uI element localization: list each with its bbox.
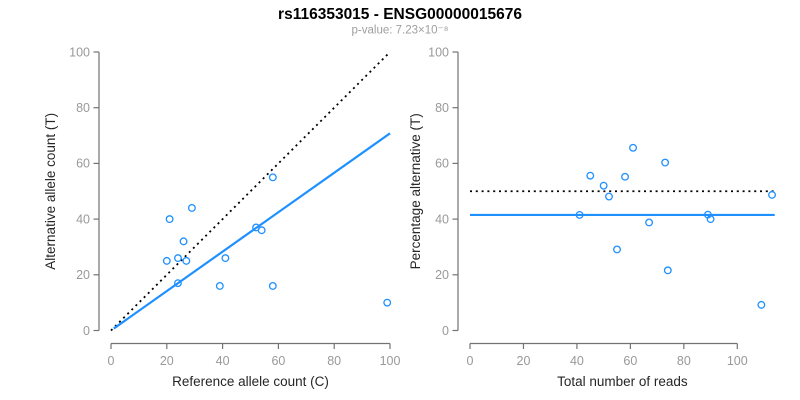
figure-subtitle: p-value: 7.23×10⁻⁸ [352, 25, 449, 37]
data-point [663, 266, 672, 275]
data-point [187, 204, 196, 212]
data-point [605, 192, 613, 201]
y-tick-label: 0 [442, 324, 449, 338]
figure-title: rs116353015 - ENSG00000015676 [278, 6, 522, 23]
data-point [621, 172, 629, 181]
y-tick-label: 20 [435, 268, 449, 282]
x-tick-label: 60 [271, 354, 285, 368]
y-tick-label: 60 [435, 157, 449, 171]
data-point [613, 245, 621, 254]
data-point [383, 298, 392, 307]
x-tick-label: 60 [623, 354, 637, 368]
data-point [757, 300, 766, 309]
data-point [174, 254, 182, 263]
data-point [706, 215, 715, 224]
x-tick-label: 80 [327, 354, 341, 368]
x-tick-label: 40 [570, 354, 584, 368]
data-point [257, 226, 266, 235]
x-axis-title: Total number of reads [557, 374, 688, 389]
data-point [575, 210, 584, 219]
data-point [182, 256, 191, 265]
fit-line [113, 132, 391, 330]
plots-group: 0 20 40 60 80 100 0 20 40 60 80 100 Reference allele… [43, 45, 776, 389]
data-point [629, 143, 638, 152]
data-point [174, 279, 182, 288]
x-tick-label: 100 [380, 354, 401, 368]
x-tick-label: 40 [216, 354, 230, 368]
y-tick-label: 100 [428, 45, 449, 59]
data-point [268, 281, 277, 290]
y-tick-label: 20 [76, 268, 90, 282]
data-point [645, 218, 654, 227]
x-tick-label: 80 [677, 354, 691, 368]
y-tick-label: 40 [76, 212, 90, 226]
x-tick-label: 100 [727, 354, 748, 368]
y-tick-label: 60 [76, 157, 90, 171]
data-point [661, 158, 670, 167]
y-tick-label: 40 [435, 212, 449, 226]
data-point [221, 254, 230, 263]
x-tick-label: 0 [108, 354, 115, 368]
x-tick-label: 0 [467, 354, 474, 368]
identity-line [110, 51, 391, 332]
x-axis-title: Reference allele count (C) [172, 374, 329, 389]
y-axis-title: Percentage alternative (T) [408, 113, 423, 269]
data-point [215, 281, 224, 290]
y-tick-label: 80 [435, 101, 449, 115]
y-axis-title: Alternative allele count (T) [43, 113, 58, 270]
allele-count-scatter: 0 20 40 60 80 100 0 20 40 60 80 100 Reference allele… [43, 45, 400, 389]
y-tick-label: 0 [83, 324, 90, 338]
data-point [179, 237, 188, 246]
percentage-vs-reads-scatter: 0 20 40 60 80 100 0 20 40 60 80 100 Total number of … [408, 45, 776, 389]
data-point [162, 256, 171, 265]
data-point [586, 171, 595, 180]
data-point [268, 173, 277, 182]
data-point [165, 215, 174, 224]
y-tick-label: 100 [69, 45, 90, 59]
data-point [599, 181, 608, 190]
x-tick-label: 20 [160, 354, 174, 368]
data-point [768, 190, 776, 199]
y-tick-label: 80 [76, 101, 90, 115]
x-tick-label: 20 [517, 354, 531, 368]
